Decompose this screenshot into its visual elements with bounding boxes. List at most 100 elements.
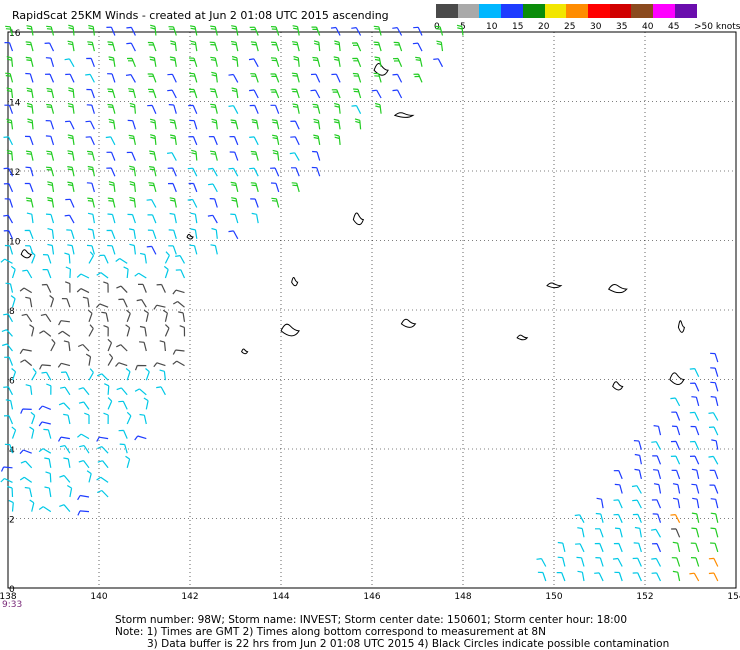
wind-barb — [156, 283, 166, 293]
wind-barb — [103, 412, 109, 425]
wind-barb — [313, 40, 321, 52]
wind-barb — [352, 72, 362, 83]
wind-barb — [689, 572, 700, 582]
wind-barb — [188, 88, 198, 99]
wind-barb — [126, 57, 136, 68]
wind-barb — [20, 359, 33, 367]
wind-barb — [76, 273, 90, 279]
wind-barb — [38, 506, 52, 513]
wind-barb — [47, 181, 55, 192]
wind-barb — [24, 229, 34, 240]
wind-barb — [38, 421, 51, 427]
wind-barb — [271, 119, 280, 130]
wind-barb — [50, 338, 56, 352]
wind-barb — [77, 510, 90, 516]
wind-barb — [30, 411, 36, 425]
footer-storm-info: Storm number: 98W; Storm name: INVEST; S… — [115, 614, 628, 626]
wind-barb — [169, 197, 177, 208]
wind-barb — [19, 287, 33, 294]
wind-barb — [168, 245, 177, 255]
wind-barb — [392, 27, 403, 36]
wind-barb — [3, 313, 14, 323]
wind-barb — [88, 324, 94, 337]
wind-barb — [211, 118, 218, 130]
wind-barb — [125, 74, 136, 83]
wind-barb — [79, 445, 90, 454]
wind-barb — [231, 40, 239, 52]
wind-barb — [41, 283, 52, 293]
wind-barb — [231, 87, 239, 99]
wind-barb — [101, 311, 109, 322]
wind-barb — [77, 494, 90, 501]
wind-barb — [129, 243, 136, 255]
wind-barb — [392, 57, 403, 68]
wind-barb — [334, 134, 341, 145]
colorbar-swatch — [501, 4, 524, 18]
wind-barb — [169, 134, 177, 145]
wind-barb — [209, 88, 218, 99]
wind-barb — [40, 313, 52, 323]
wind-barb — [189, 244, 198, 255]
wind-barb — [251, 212, 259, 224]
wind-barb — [6, 149, 14, 161]
wind-barb — [25, 72, 34, 83]
wind-barb — [88, 368, 94, 381]
wind-barb — [330, 26, 341, 36]
wind-barb — [167, 73, 177, 83]
wind-barb — [168, 229, 177, 239]
wind-barb — [179, 325, 186, 337]
wind-barb — [147, 214, 157, 224]
wind-barb — [652, 455, 662, 465]
wind-barb — [208, 136, 218, 146]
wind-barb — [632, 557, 642, 567]
wind-barb — [651, 557, 662, 567]
wind-barb — [595, 512, 604, 523]
wind-barb — [67, 244, 75, 255]
wind-barb — [351, 105, 362, 114]
wind-barb — [57, 362, 71, 368]
wind-barb — [413, 73, 423, 83]
wind-barb — [353, 88, 362, 99]
wind-barb — [4, 198, 14, 208]
colorbar-swatch — [609, 4, 632, 18]
wind-barb — [613, 513, 623, 523]
island-outline — [546, 282, 563, 289]
wind-barb — [26, 25, 34, 36]
wind-barb — [116, 344, 128, 352]
wind-barb — [333, 118, 341, 130]
wind-barb — [289, 152, 300, 161]
wind-barb — [68, 87, 75, 99]
wind-barb — [175, 255, 186, 264]
colorbar-label: 15 — [512, 22, 524, 32]
wind-barb — [42, 254, 52, 264]
wind-barb — [270, 26, 280, 36]
wind-barb — [27, 118, 34, 130]
colorbar-label: >50 knots — [694, 22, 740, 32]
wind-barb — [270, 41, 280, 52]
wind-barb — [108, 181, 116, 192]
wind-barb — [354, 118, 362, 130]
wind-barb — [119, 443, 128, 454]
y-tick-label: 0 — [9, 585, 15, 595]
wind-barb — [8, 499, 14, 512]
wind-barb — [58, 330, 71, 337]
wind-barb — [190, 25, 198, 36]
wind-barb — [310, 89, 321, 99]
wind-barb — [147, 88, 157, 99]
wind-barb — [107, 397, 113, 410]
wind-barb — [24, 486, 33, 498]
wind-barb — [690, 557, 700, 567]
wind-barb — [84, 412, 90, 424]
wind-barb — [46, 87, 55, 99]
wind-barb — [153, 304, 166, 310]
wind-barb — [711, 439, 719, 450]
wind-barb — [108, 56, 116, 67]
wind-barb — [45, 135, 55, 146]
wind-barb — [107, 338, 113, 352]
wind-barb — [77, 343, 90, 352]
wind-barb — [651, 499, 662, 509]
wind-barb — [143, 397, 149, 410]
wind-barb — [67, 150, 75, 161]
wind-barb — [10, 295, 16, 308]
wind-barb — [708, 572, 719, 582]
